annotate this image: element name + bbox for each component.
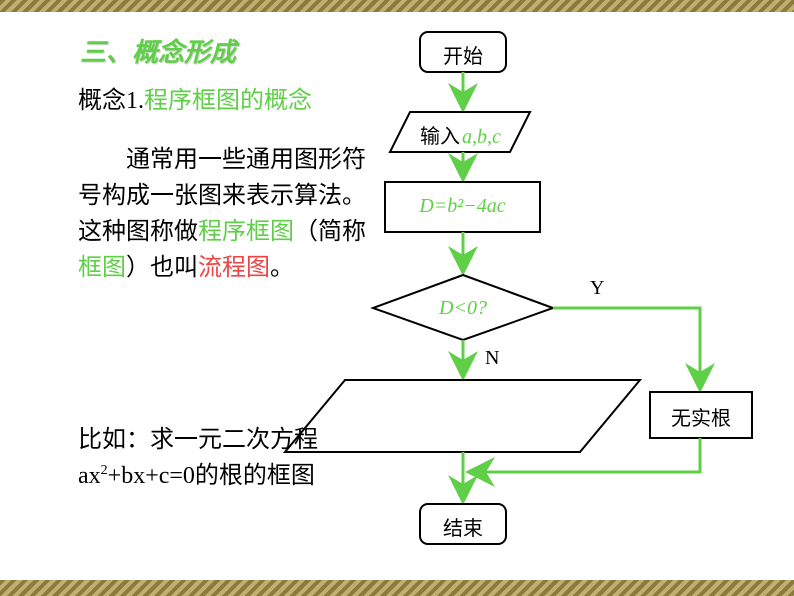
top-border: [0, 0, 794, 12]
process-label: D=b²−4ac: [385, 195, 540, 218]
input-vars: a,b,c: [460, 126, 501, 148]
start-label: 开始: [420, 40, 506, 69]
slide-content: 三、概念形成 概念1.程序框图的概念 通常用一些通用图形符号构成一张图来表示算法…: [0, 12, 794, 580]
bottom-border: [0, 580, 794, 596]
flowchart-svg: [0, 12, 794, 580]
decision-label: D<0?: [413, 297, 513, 320]
arrow-right-merge: [468, 438, 700, 472]
arrow-decision-right: [553, 308, 700, 390]
end-label: 结束: [420, 512, 506, 541]
input-label: 输入a,b,c: [398, 120, 528, 149]
output-left-node: [285, 380, 640, 452]
yes-label: Y: [590, 277, 604, 300]
no-label: N: [485, 347, 499, 370]
input-text: 输入: [420, 126, 460, 148]
output-right-label: 无实根: [650, 402, 752, 431]
